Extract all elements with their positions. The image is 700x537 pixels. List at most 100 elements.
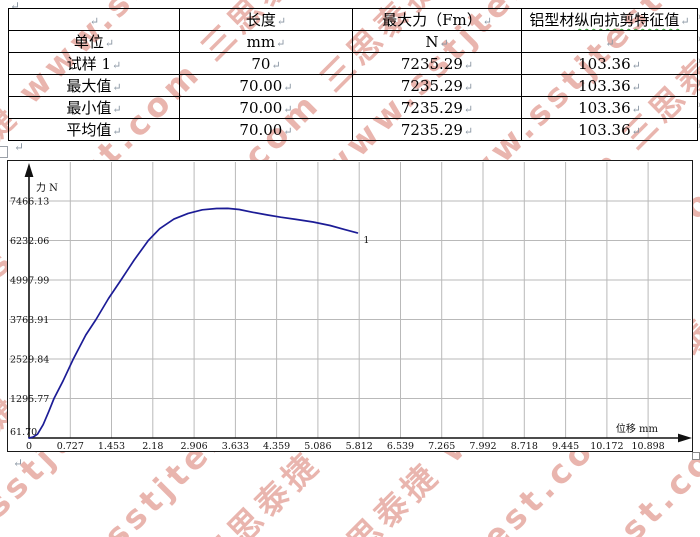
x-tick-label: 7.992 (469, 441, 496, 451)
y-tick-label: 1295.77 (10, 394, 49, 405)
value-length: 70.00 (239, 76, 283, 95)
x-tick-label: 0.727 (57, 441, 84, 451)
table-row-average: 平均值↵ 70.00↵ 7235.29↵ 103.36↵ (8, 118, 698, 141)
chart-frame: 力 N 位移 mm 0 0.727 1.453 2.18 2.906 3.633 4.359 5.… (7, 160, 693, 452)
table-row-max: 最大值↵ 70.00↵ 7235.29↵ 103.36↵ (8, 74, 698, 97)
x-tick-label: 9.445 (552, 441, 579, 451)
row-end-mark: ¤ (698, 14, 700, 23)
paragraph-mark: ↵ (463, 102, 474, 116)
paragraph-mark: ↵ (276, 36, 286, 50)
x-tick-label: 5.086 (304, 441, 331, 451)
table-cell: 103.36↵ (521, 118, 698, 141)
row-end-mark: ¤ (698, 123, 700, 132)
curve-end-label: 1 (363, 235, 369, 246)
column-header-max-force: 最大力（Fm） (382, 11, 482, 29)
row-label: 最小值 (66, 99, 112, 117)
paragraph-mark: ↵ (631, 102, 641, 116)
table-cell: N↵ (352, 30, 522, 53)
paragraph-mark: ↵ (439, 36, 449, 50)
table-row-specimen-1: 试样 1↵ 70↵ 7235.29↵ 103.36↵ (8, 52, 698, 75)
y-tick-label: 6232.06 (10, 236, 49, 247)
paragraph-mark: ↵ (283, 102, 293, 116)
paragraph-mark: ↵ (463, 80, 474, 94)
table-cell: ↵ (8, 8, 180, 31)
x-tick-label: 2.18 (142, 441, 163, 451)
row-label: 单位 (73, 33, 104, 51)
unit-length: mm (246, 32, 276, 51)
value-shear: 103.36 (578, 54, 631, 73)
force-displacement-chart: 力 N 位移 mm 0 0.727 1.453 2.18 2.906 3.633 4.359 5.… (9, 162, 692, 452)
table-cell: 试样 1↵ (8, 52, 180, 75)
row-end-mark: ¤ (698, 80, 700, 89)
x-tick-label: 5.812 (346, 441, 373, 451)
x-tick-label: 4.359 (263, 441, 290, 451)
table-cell: 长度↵ (179, 8, 353, 31)
table-cell: 7235.29↵ (352, 118, 522, 141)
y-tick-label: 2529.84 (10, 355, 49, 366)
table-cell: 7235.29↵ (352, 74, 522, 97)
paragraph-mark: ↵ (112, 125, 122, 138)
table-cell: 铝型材纵向抗剪特征值↵ (521, 8, 698, 31)
paragraph-mark: ↵ (283, 80, 293, 94)
row-end-mark: ¤ (698, 102, 700, 111)
column-header-length: 长度 (245, 11, 276, 29)
x-tick-label: 2.906 (180, 441, 207, 451)
table-row-min: 最小值↵ 70.00↵ 7235.29↵ 103.36↵ (8, 96, 698, 119)
paragraph-mark: ↵ (271, 58, 281, 72)
x-tick-label: 7.265 (428, 441, 455, 451)
paragraph-mark: ↵ (463, 124, 474, 138)
value-length: 70.00 (239, 120, 283, 139)
paragraph-mark: ↵ (112, 59, 122, 72)
table-cell: 70.00↵ (179, 118, 353, 141)
column-header-shear-value: 铝型材 (529, 11, 575, 29)
paragraph-mark: ↵ (680, 15, 690, 28)
object-anchor-icon (0, 146, 8, 158)
value-max-force: 7235.29 (400, 54, 463, 73)
x-tick-label: 10.898 (631, 441, 664, 451)
paragraph-mark: ↵ (631, 124, 641, 138)
table-cell: 最大力（Fm）↵ (352, 8, 522, 31)
paragraph-mark: ↵ (482, 15, 492, 28)
value-length: 70 (251, 54, 271, 73)
resize-handle-icon (692, 452, 700, 460)
x-tick-label: 6.539 (387, 441, 414, 451)
y-tick-label: 7466.13 (10, 197, 49, 208)
paragraph-mark: ↵ (631, 58, 641, 72)
paragraph-mark: ↵ (276, 15, 287, 28)
paragraph-mark: ↵ (10, 0, 21, 13)
paragraph-mark: ↵ (631, 80, 641, 94)
table-cell: 103.36↵ (521, 74, 698, 97)
table-cell: 最大值↵ (8, 74, 180, 97)
table-header-row: ↵ 长度↵ 最大力（Fm）↵ 铝型材纵向抗剪特征值↵ (8, 8, 698, 31)
row-end-mark: ¤ (698, 36, 700, 45)
y-axis-title: 力 N (36, 181, 58, 194)
y-tick-label: 61.70 (10, 427, 37, 438)
table-cell: 最小值↵ (8, 96, 180, 119)
value-shear: 103.36 (578, 98, 631, 117)
y-tick-label: 4997.99 (10, 276, 49, 287)
table-row-units: 单位↵ mm↵ N↵ ↵ (8, 30, 698, 53)
row-end-mark: ¤ (698, 58, 700, 67)
value-max-force: 7235.29 (400, 76, 463, 95)
paragraph-mark: ↵ (112, 103, 122, 116)
row-label: 试样 1 (66, 55, 112, 73)
value-max-force: 7235.29 (400, 98, 463, 117)
x-tick-label: 1.453 (98, 441, 125, 451)
table-cell: 103.36↵ (521, 52, 698, 75)
value-length: 70.00 (239, 98, 283, 117)
table-cell: 70.00↵ (179, 96, 353, 119)
paragraph-mark: ↵ (89, 14, 100, 28)
x-tick-label: 3.633 (222, 441, 249, 451)
table-cell: 单位↵ (8, 30, 180, 53)
column-header-shear-value-spellcheck: 纵向抗剪特征值 (574, 11, 680, 29)
value-shear: 103.36 (578, 120, 631, 139)
paragraph-mark: ↵ (463, 58, 474, 72)
table-cell: 7235.29↵ (352, 96, 522, 119)
table-cell: mm↵ (179, 30, 353, 53)
x-tick-label: 0 (26, 441, 32, 451)
row-label: 最大值 (66, 77, 112, 95)
paragraph-mark: ↵ (104, 37, 115, 50)
x-tick-label: 8.718 (511, 441, 538, 451)
force-curve (28, 207, 359, 439)
